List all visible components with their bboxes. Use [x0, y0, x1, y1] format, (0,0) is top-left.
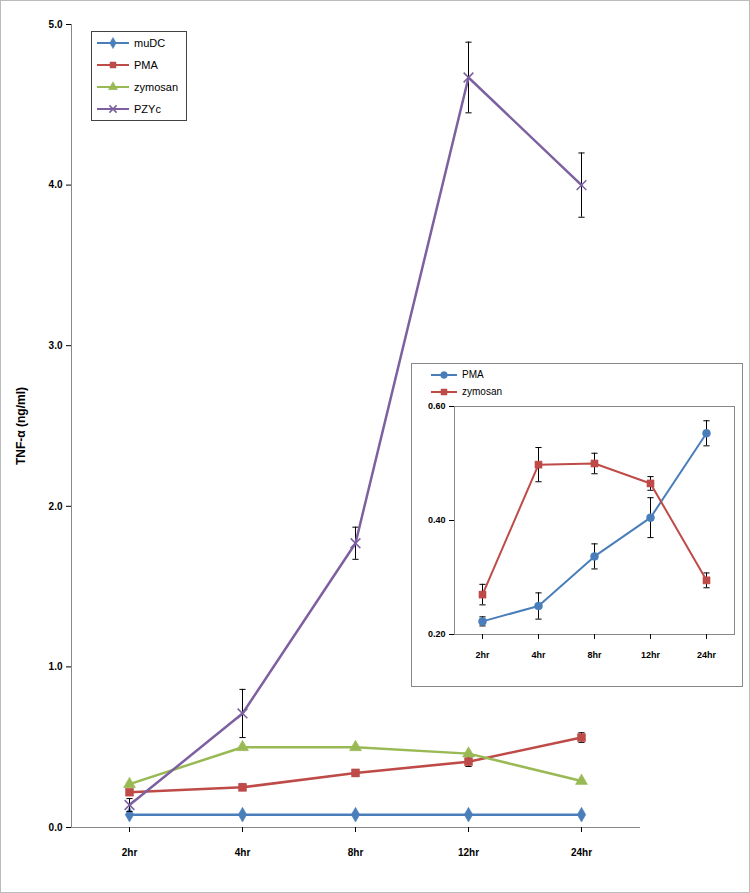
svg-text:8hr: 8hr [587, 650, 602, 660]
html-text:zymosan: zymosan [462, 386, 502, 397]
svg-text:12hr: 12hr [458, 847, 479, 858]
svg-text:2.0: 2.0 [49, 501, 63, 512]
svg-text:1.0: 1.0 [49, 661, 63, 672]
html-text:zymosan: zymosan [134, 81, 178, 93]
svg-text:0.60: 0.60 [428, 401, 446, 411]
svg-text:3.0: 3.0 [49, 340, 63, 351]
svg-text:TNF-α (ng/ml): TNF-α (ng/ml) [14, 387, 28, 465]
svg-text:2hr: 2hr [122, 847, 138, 858]
html-text:PMA: PMA [134, 59, 158, 71]
svg-text:2hr: 2hr [475, 650, 490, 660]
html-text:muDC: muDC [134, 37, 166, 49]
svg-text:4hr: 4hr [531, 650, 546, 660]
svg-text:4hr: 4hr [235, 847, 251, 858]
svg-text:8hr: 8hr [348, 847, 364, 858]
html-text:PZYc: PZYc [134, 103, 161, 115]
svg-text:0.0: 0.0 [49, 822, 63, 833]
svg-text:0.40: 0.40 [428, 515, 446, 525]
svg-text:5.0: 5.0 [49, 19, 63, 30]
svg-text:24hr: 24hr [571, 847, 592, 858]
svg-text:4.0: 4.0 [49, 179, 63, 190]
svg-text:24hr: 24hr [697, 650, 717, 660]
html-text:PMA: PMA [462, 369, 484, 380]
svg-text:12hr: 12hr [641, 650, 661, 660]
svg-text:0.20: 0.20 [428, 629, 446, 639]
